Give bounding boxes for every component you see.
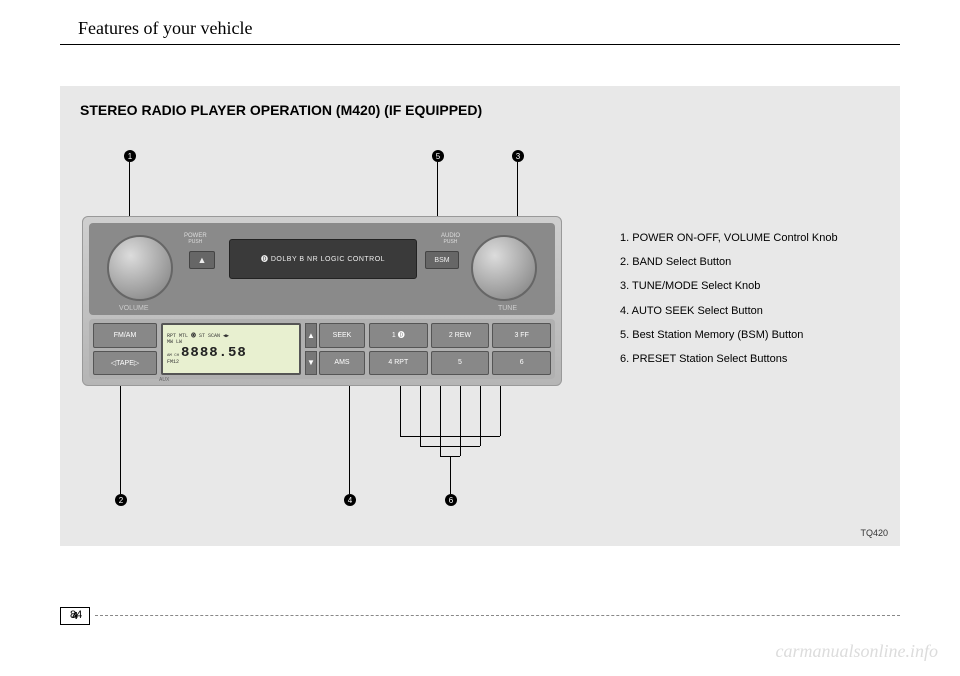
preset-button-2[interactable]: 2 REW [431, 323, 490, 348]
footer-rule [95, 615, 900, 616]
eject-button[interactable]: ▲ [189, 251, 215, 269]
legend-item: 1. POWER ON-OFF, VOLUME Control Knob [620, 226, 890, 250]
callout-dot-3: 3 [512, 150, 524, 162]
legend-item: 5. Best Station Memory (BSM) Button [620, 323, 890, 347]
leader-line [420, 386, 421, 446]
left-buttons: FM/AM ◁TAPE▷ [93, 323, 157, 375]
leader-line [120, 386, 121, 494]
arrow-down-icon[interactable]: ▼ [305, 351, 317, 376]
section-title: STEREO RADIO PLAYER OPERATION (M420) (IF… [80, 102, 482, 118]
volume-label: VOLUME [119, 305, 149, 312]
header-rule [60, 44, 900, 45]
figure-box: STEREO RADIO PLAYER OPERATION (M420) (IF… [60, 86, 900, 546]
legend-item: 4. AUTO SEEK Select Button [620, 299, 890, 323]
radio-unit: POWER PUSH ▲ 🅓 DOLBY B NR LOGIC CONTROL … [82, 216, 562, 386]
leader-line [500, 386, 501, 436]
mid-buttons: ▲ SEEK ▼ AMS [305, 323, 365, 375]
lcd-display: RPT MTL 🅓 ST SCAN ◀▶ MW LW AM CH FM12 88… [161, 323, 301, 375]
tape-button[interactable]: ◁TAPE▷ [93, 351, 157, 376]
legend-list: 1. POWER ON-OFF, VOLUME Control Knob 2. … [620, 226, 890, 371]
watermark: carmanualsonline.info [776, 641, 939, 662]
cassette-slot[interactable]: 🅓 DOLBY B NR LOGIC CONTROL [229, 239, 417, 279]
radio-bottom-panel: FM/AM ◁TAPE▷ RPT MTL 🅓 ST SCAN ◀▶ MW LW … [89, 319, 555, 379]
ams-button[interactable]: AMS [319, 351, 365, 376]
legend-item: 6. PRESET Station Select Buttons [620, 347, 890, 371]
slot-text: 🅓 DOLBY B NR LOGIC CONTROL [261, 254, 385, 264]
audio-label: AUDIO PUSH [441, 233, 460, 245]
radio-top-panel: POWER PUSH ▲ 🅓 DOLBY B NR LOGIC CONTROL … [89, 223, 555, 315]
aux-label: AUX [159, 377, 169, 383]
callout-dot-2: 2 [115, 494, 127, 506]
leader-line [420, 446, 480, 447]
arrow-up-icon[interactable]: ▲ [305, 323, 317, 348]
preset-button-6[interactable]: 6 [492, 351, 551, 376]
legend-item: 3. TUNE/MODE Select Knob [620, 274, 890, 298]
callout-dot-6: 6 [445, 494, 457, 506]
lcd-line: FM12 [167, 359, 179, 365]
leader-line [480, 386, 481, 446]
leader-line [400, 436, 500, 437]
preset-button-4[interactable]: 4 RPT [369, 351, 428, 376]
tune-mode-knob[interactable] [471, 235, 537, 301]
fmam-button[interactable]: FM/AM [93, 323, 157, 348]
tune-label: TUNE [498, 305, 517, 312]
preset-grid: 1 🅓 2 REW 3 FF 4 RPT 5 6 [369, 323, 551, 375]
preset-button-3[interactable]: 3 FF [492, 323, 551, 348]
legend-item: 2. BAND Select Button [620, 250, 890, 274]
figure-code: TQ420 [860, 528, 888, 538]
callout-dot-5: 5 [432, 150, 444, 162]
preset-button-1[interactable]: 1 🅓 [369, 323, 428, 348]
bsm-button[interactable]: BSM [425, 251, 459, 269]
leader-line [450, 456, 451, 494]
callout-dot-4: 4 [344, 494, 356, 506]
callout-dot-1: 1 [124, 150, 136, 162]
page-header: Features of your vehicle [78, 18, 252, 39]
power-volume-knob[interactable] [107, 235, 173, 301]
preset-button-5[interactable]: 5 [431, 351, 490, 376]
lcd-digits: 8888.58 [181, 345, 247, 361]
leader-line [349, 386, 350, 494]
seek-button[interactable]: SEEK [319, 323, 365, 348]
page-number: 84 [70, 609, 82, 621]
power-label: POWER PUSH [184, 233, 207, 245]
leader-line [400, 386, 401, 436]
